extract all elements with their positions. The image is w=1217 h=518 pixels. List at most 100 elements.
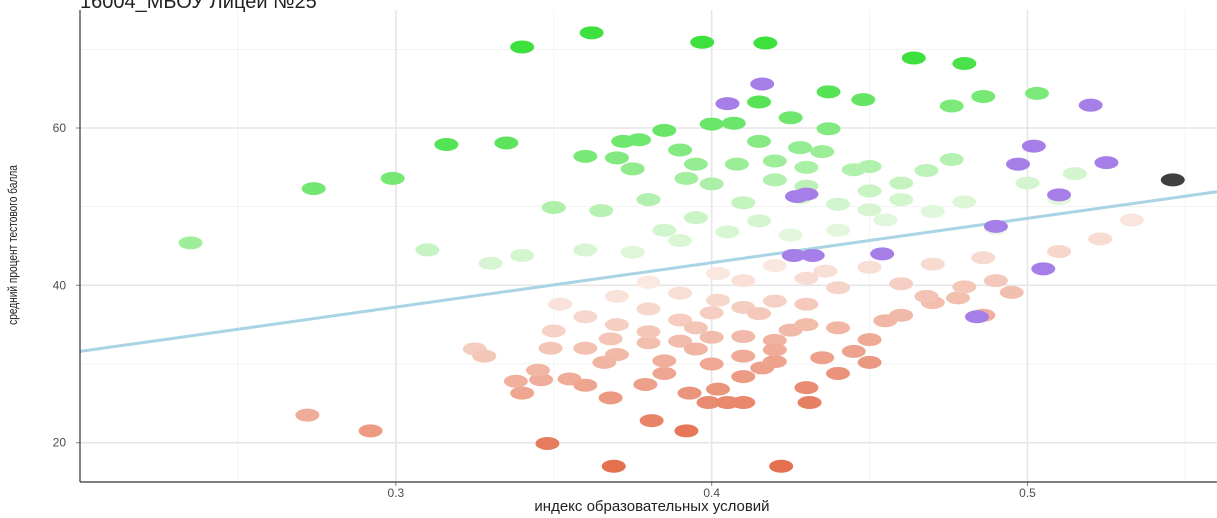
data-point [683,211,708,225]
data-point [778,111,803,125]
y-tick-label: 20 [53,436,67,450]
data-point [747,95,772,109]
data-point [683,342,708,356]
data-point [636,193,661,207]
data-point [762,333,787,347]
grid [80,10,1217,482]
data-point [983,219,1008,233]
data-point [668,334,693,348]
data-point [810,351,835,365]
data-point [535,436,560,450]
x-axis-title: индекс образовательных условий [534,498,769,515]
data-point [939,99,964,113]
data-point [301,182,326,196]
data-point [857,355,882,369]
data-point [747,307,772,321]
data-point [857,260,882,274]
data-point [816,85,841,99]
data-point [636,325,661,339]
regression-line-layer [79,190,1217,353]
data-point [1024,86,1049,100]
data-point [747,134,772,148]
data-point [639,414,664,428]
data-point [699,177,724,191]
x-tick-label: 0.5 [1019,486,1036,500]
data-point [762,294,787,308]
data-point [652,223,677,237]
data-point [592,355,617,369]
data-point [415,243,440,257]
data-point [901,51,926,65]
data-point [668,143,693,157]
data-point [652,366,677,380]
y-axis-title: средний процент тестового балла [6,165,20,325]
data-point [889,308,914,322]
data-point [810,145,835,159]
data-point [573,378,598,392]
data-point [705,267,730,281]
data-point [762,355,787,369]
data-point [1047,188,1072,202]
data-point [747,214,772,228]
data-point [794,160,819,174]
data-point [762,259,787,273]
data-point [699,306,724,320]
data-point [652,354,677,368]
data-point [889,176,914,190]
data-point [705,293,730,307]
points-layer [178,26,1185,473]
data-point [683,157,708,171]
data-point [794,297,819,311]
data-point [620,245,645,259]
y-tick-label: 40 [53,278,67,292]
data-point [541,200,566,214]
data-point [826,366,850,380]
data-point [826,223,850,237]
data-point [699,117,724,131]
data-point [920,204,945,218]
data-point [358,424,383,438]
data-point [178,236,203,250]
data-point [750,77,775,91]
data-point [434,138,459,152]
data-point [674,171,699,185]
data-point [652,123,677,137]
data-point [794,187,819,201]
regression-line [79,190,1217,353]
data-point [604,151,629,165]
data-point [857,203,882,217]
data-point [769,459,794,473]
data-point [510,386,535,400]
data-point [380,171,405,185]
data-point [715,97,740,111]
data-point [715,225,740,239]
data-point [627,133,652,147]
data-point [857,160,882,174]
data-point [636,302,661,316]
data-point [573,149,598,163]
data-point [690,35,715,49]
data-point [538,341,563,355]
data-point [548,297,573,311]
data-point [851,93,876,107]
data-point [598,391,623,405]
data-point [983,274,1008,288]
data-point [952,195,977,209]
data-point [699,357,724,371]
data-point [870,247,895,261]
data-point [826,281,850,295]
data-point [826,197,850,211]
data-point [1094,156,1119,170]
chart-title: 16004_МБОУ Лицей №25 [80,0,317,13]
x-tick-label: 0.4 [703,486,720,500]
data-point [573,310,598,324]
data-point [1015,176,1040,190]
data-point [683,321,708,335]
data-point [668,286,693,300]
data-point [721,116,746,130]
data-point [788,141,813,155]
data-point [636,275,661,289]
data-point [914,289,939,303]
data-point [1160,173,1185,187]
data-point [677,386,702,400]
